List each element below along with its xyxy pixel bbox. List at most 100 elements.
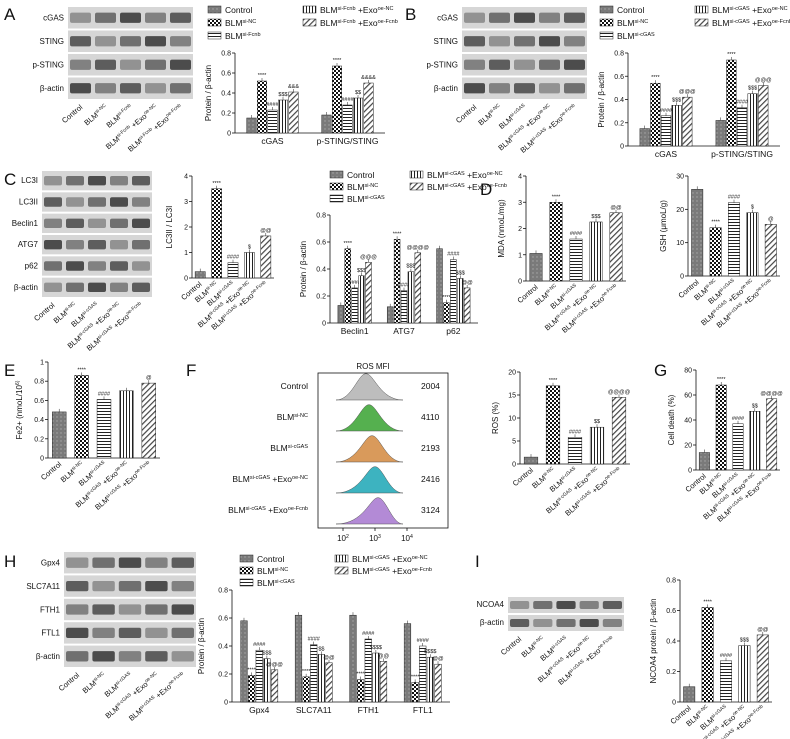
bar xyxy=(698,452,710,471)
y-tick-label: 0.8 xyxy=(34,379,44,386)
flow-mfi-value: 2193 xyxy=(421,443,440,453)
blot-band xyxy=(464,12,485,23)
bar xyxy=(379,661,388,703)
blot-band xyxy=(44,218,62,229)
bar xyxy=(211,188,222,279)
bar xyxy=(403,623,412,703)
bar xyxy=(549,202,563,282)
bar xyxy=(227,262,239,279)
blot-row-label: NCOA4 xyxy=(476,600,504,609)
blot-band xyxy=(66,651,89,662)
blot-band xyxy=(579,619,599,627)
flow-histogram xyxy=(335,435,404,463)
blot-band xyxy=(88,261,106,271)
significance-label: $$ xyxy=(355,90,361,96)
significance-label: **** xyxy=(549,378,558,384)
bar xyxy=(529,253,543,282)
bar xyxy=(738,645,751,703)
y-tick-label: 0.4 xyxy=(218,644,228,651)
blot-band xyxy=(118,557,142,568)
significance-label: #### xyxy=(447,252,460,258)
significance-label: $ xyxy=(751,205,754,211)
significance-label: #### xyxy=(660,108,673,114)
bar xyxy=(414,252,422,324)
legend-swatch xyxy=(409,182,424,191)
bar xyxy=(317,654,325,703)
significance-label: @@@ xyxy=(679,89,696,95)
significance-label: @ xyxy=(146,375,152,381)
blot-band xyxy=(118,580,142,592)
significance-label: @@@@ xyxy=(608,389,631,395)
bar xyxy=(337,305,345,324)
blot-strip xyxy=(68,54,193,76)
blot-band xyxy=(66,175,84,186)
bar xyxy=(736,107,748,147)
blot-band xyxy=(132,282,150,293)
bar xyxy=(246,117,257,134)
bar xyxy=(450,259,457,324)
blot-band xyxy=(170,36,191,47)
x-category-label: p62 xyxy=(446,326,460,336)
legend: Control BLMsi-NC BLMsi-cGAS BLMsi-cGAS +Exo… xyxy=(599,5,790,41)
y-tick-label: 1 xyxy=(184,250,188,257)
blot-band xyxy=(510,601,530,609)
y-tick-label: 4 xyxy=(184,174,188,181)
significance-label: #### xyxy=(227,255,240,261)
legend-label: Control xyxy=(257,554,285,564)
blot-band xyxy=(66,197,84,207)
blot-band xyxy=(145,59,166,70)
blot-band xyxy=(88,239,106,250)
blot-band xyxy=(120,36,141,47)
lane-label: Control xyxy=(60,102,85,125)
blot-row-label: p-STING xyxy=(426,61,458,70)
blot-band xyxy=(539,83,560,94)
legend-swatch xyxy=(599,31,614,40)
western-blot-C: LC3ILC3IIBeclin1ATG7p62β-actinControlBLM… xyxy=(12,171,152,353)
blot-row-label: FTH1 xyxy=(40,605,61,614)
blot-row-label: Gpx4 xyxy=(41,559,61,568)
significance-label: @@ xyxy=(757,627,769,633)
bar xyxy=(270,669,279,703)
y-axis-title: Protein / β-actin xyxy=(197,618,206,674)
blot-band xyxy=(110,218,128,229)
flow-x-tick-label: 104 xyxy=(401,534,413,543)
legend-swatch xyxy=(302,18,317,27)
y-tick-label: 3 xyxy=(518,200,522,207)
blot-strip xyxy=(64,598,196,621)
significance-label: @@ xyxy=(378,653,390,659)
blot-band xyxy=(464,83,485,94)
blot-band xyxy=(145,651,168,662)
panel-label-F: F xyxy=(186,361,196,380)
significance-label: $$$$ xyxy=(370,645,382,651)
blot-band xyxy=(132,175,150,186)
blot-band xyxy=(145,557,168,568)
blot-band xyxy=(464,36,485,47)
significance-label: @@ xyxy=(462,280,474,286)
blot-band xyxy=(66,580,89,592)
bar xyxy=(691,189,704,277)
bar xyxy=(96,399,112,459)
legend-swatch xyxy=(334,554,349,563)
y-tick-label: 0.6 xyxy=(666,608,676,615)
blot-band xyxy=(514,12,535,23)
legend-label: Control xyxy=(347,170,375,180)
bar xyxy=(720,660,732,703)
blot-band xyxy=(564,12,585,23)
legend-label: BLMsi-cGAS +Exooe-NC xyxy=(712,5,788,15)
significance-label: **** xyxy=(552,194,561,200)
flow-sample-label: BLMsi-cGAS +Exooe-NC xyxy=(232,474,308,484)
significance-label: **** xyxy=(343,241,352,247)
blot-band xyxy=(171,580,194,592)
x-category-label: Beclin1 xyxy=(341,326,369,336)
y-axis-title: GSH (μmoL/g) xyxy=(659,200,668,252)
y-tick-label: 0.8 xyxy=(221,51,231,58)
flow-mfi-value: 4110 xyxy=(421,412,440,422)
y-tick-label: 0.2 xyxy=(218,672,228,679)
legend-swatch xyxy=(302,5,317,14)
y-tick-label: 0.4 xyxy=(614,97,624,104)
blot-band xyxy=(145,36,166,47)
significance-label: #### xyxy=(362,631,375,637)
